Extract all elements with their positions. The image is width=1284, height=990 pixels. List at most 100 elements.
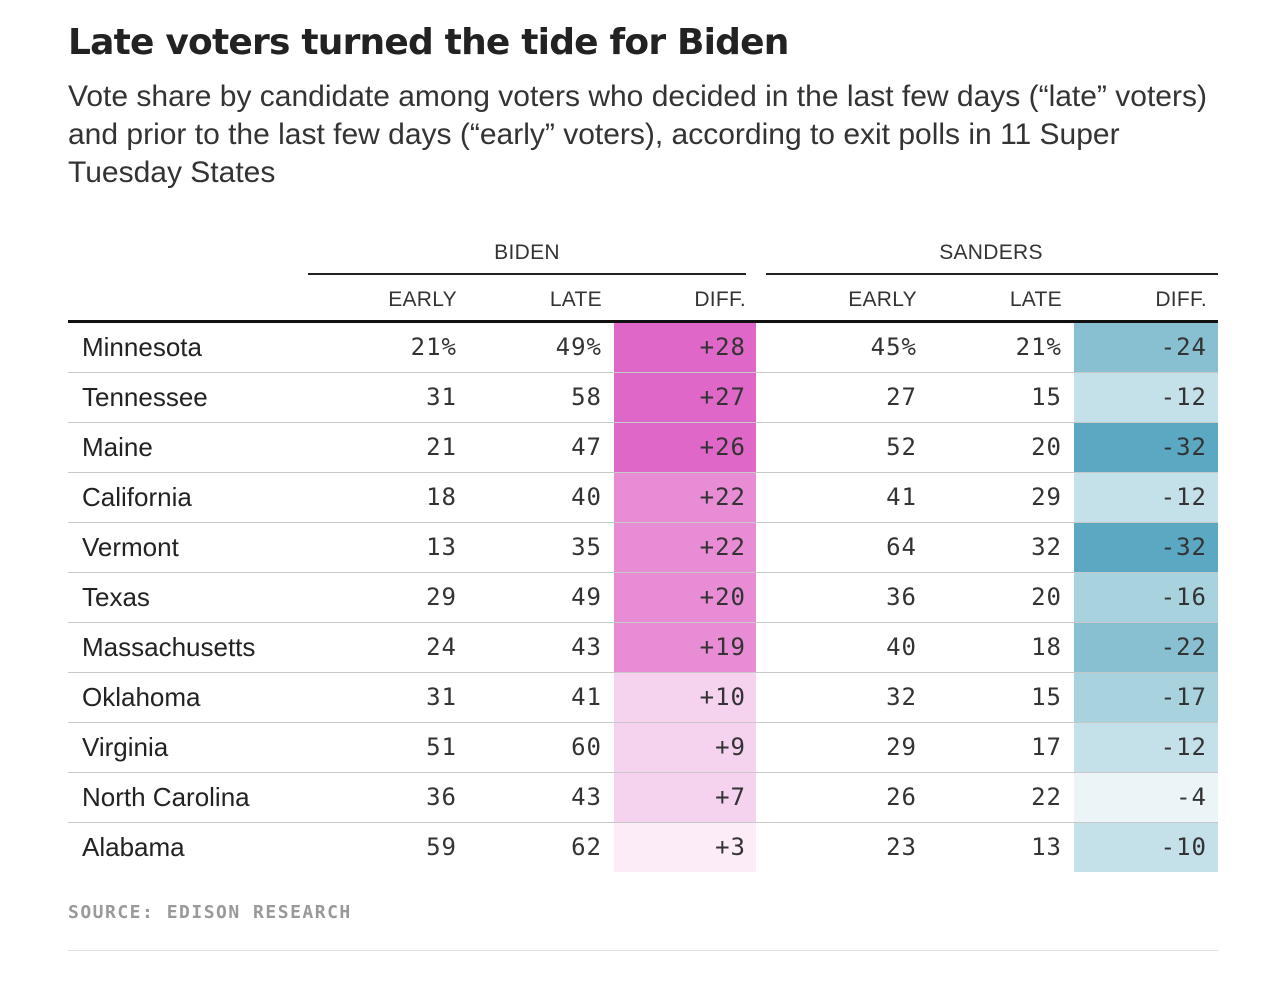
state-name: Maine <box>82 432 153 462</box>
sanders-diff-shade <box>1074 723 1218 772</box>
biden-diff-shade <box>614 373 756 422</box>
sanders-late-value: 17 <box>1031 733 1062 761</box>
biden-diff-value: +10 <box>699 683 746 711</box>
sanders-early-value: 32 <box>886 683 917 711</box>
sanders-early-value: 26 <box>886 783 917 811</box>
biden-late-value: 62 <box>571 833 602 861</box>
sanders-diff-shade <box>1074 773 1218 822</box>
biden-diff-shade <box>614 323 756 372</box>
table-row: Texas 29 49 +20 36 20 -16 <box>68 573 1218 623</box>
biden-early-value: 24 <box>426 633 457 661</box>
chart-subtitle: Vote share by candidate among voters who… <box>68 80 1207 189</box>
state-name: Alabama <box>82 832 185 862</box>
biden-diff-value: +27 <box>699 383 746 411</box>
table-row: Maine 21 47 +26 52 20 -32 <box>68 423 1218 473</box>
biden-early-value: 51 <box>426 733 457 761</box>
sanders-late-value: 15 <box>1031 683 1062 711</box>
biden-late-value: 35 <box>571 533 602 561</box>
table-row: North Carolina 36 43 +7 26 22 -4 <box>68 773 1218 823</box>
table-row: Oklahoma 31 41 +10 32 15 -17 <box>68 673 1218 723</box>
biden-diff-value: +20 <box>699 583 746 611</box>
sanders-early-value: 40 <box>886 633 917 661</box>
state-name: Tennessee <box>82 382 208 412</box>
sanders-early-value: 41 <box>886 483 917 511</box>
chart-title: Late voters turned the tide for Biden <box>68 22 789 63</box>
sanders-late-value: 22 <box>1031 783 1062 811</box>
biden-diff-shade <box>614 823 756 872</box>
biden-late-value: 49% <box>555 333 602 361</box>
sanders-diff-value: -32 <box>1160 533 1207 561</box>
biden-early-value: 31 <box>426 383 457 411</box>
state-name: Massachusetts <box>82 632 256 662</box>
sanders-diff-shade <box>1074 473 1218 522</box>
sanders-diff-value: -10 <box>1160 833 1207 861</box>
biden-diff-value: +7 <box>715 783 746 811</box>
biden-diff-value: +22 <box>699 533 746 561</box>
biden-early-value: 31 <box>426 683 457 711</box>
state-name: Minnesota <box>82 332 202 362</box>
sanders-early-value: 45% <box>870 333 917 361</box>
sanders-diff-value: -32 <box>1160 433 1207 461</box>
biden-diff-shade <box>614 573 756 622</box>
biden-diff-shade <box>614 523 756 572</box>
sanders-early-value: 64 <box>886 533 917 561</box>
sanders-early-value: 36 <box>886 583 917 611</box>
biden-diff-value: +19 <box>699 633 746 661</box>
table-row: Minnesota 21% 49% +28 45% 21% -24 <box>68 323 1218 373</box>
sanders-diff-shade <box>1074 623 1218 672</box>
biden-early-value: 36 <box>426 783 457 811</box>
biden-late-value: 43 <box>571 633 602 661</box>
sanders-early-value: 27 <box>886 383 917 411</box>
column-header: LATE <box>1009 288 1062 311</box>
biden-late-value: 43 <box>571 783 602 811</box>
column-header: EARLY <box>388 288 457 311</box>
sanders-diff-shade <box>1074 423 1218 472</box>
sanders-late-value: 20 <box>1031 433 1062 461</box>
sanders-diff-shade <box>1074 523 1218 572</box>
biden-diff-shade <box>614 423 756 472</box>
biden-late-value: 47 <box>571 433 602 461</box>
group-underline-biden <box>308 273 746 275</box>
biden-diff-value: +22 <box>699 483 746 511</box>
sanders-late-value: 13 <box>1031 833 1062 861</box>
sanders-diff-value: -12 <box>1160 733 1207 761</box>
footer-rule <box>68 950 1218 951</box>
sanders-diff-value: -22 <box>1160 633 1207 661</box>
biden-early-value: 21% <box>410 333 457 361</box>
table-row: Alabama 59 62 +3 23 13 -10 <box>68 823 1218 873</box>
group-header-biden: BIDEN <box>494 241 560 264</box>
biden-diff-shade <box>614 723 756 772</box>
sanders-diff-shade <box>1074 323 1218 372</box>
state-name: North Carolina <box>82 782 250 812</box>
header-rule <box>68 320 1218 323</box>
column-header: DIFF. <box>1155 288 1207 311</box>
sanders-late-value: 18 <box>1031 633 1062 661</box>
group-underline-sanders <box>766 273 1218 275</box>
column-header: LATE <box>549 288 602 311</box>
sanders-diff-shade <box>1074 823 1218 872</box>
sanders-diff-value: -12 <box>1160 383 1207 411</box>
table-row: Massachusetts 24 43 +19 40 18 -22 <box>68 623 1218 673</box>
biden-diff-value: +9 <box>715 733 746 761</box>
sanders-early-value: 52 <box>886 433 917 461</box>
state-name: California <box>82 482 192 512</box>
sanders-diff-value: -4 <box>1176 783 1207 811</box>
biden-diff-value: +26 <box>699 433 746 461</box>
biden-diff-shade <box>614 623 756 672</box>
sanders-late-value: 29 <box>1031 483 1062 511</box>
table-row: Vermont 13 35 +22 64 32 -32 <box>68 523 1218 573</box>
sanders-diff-value: -12 <box>1160 483 1207 511</box>
table-row: Tennessee 31 58 +27 27 15 -12 <box>68 373 1218 423</box>
state-name: Vermont <box>82 532 179 562</box>
state-name: Oklahoma <box>82 682 201 712</box>
table-row: Virginia 51 60 +9 29 17 -12 <box>68 723 1218 773</box>
biden-diff-value: +28 <box>699 333 746 361</box>
biden-early-value: 29 <box>426 583 457 611</box>
state-name: Virginia <box>82 732 169 762</box>
table-row: California 18 40 +22 41 29 -12 <box>68 473 1218 523</box>
sanders-diff-shade <box>1074 573 1218 622</box>
biden-early-value: 59 <box>426 833 457 861</box>
sanders-late-value: 32 <box>1031 533 1062 561</box>
group-header-sanders: SANDERS <box>939 241 1043 264</box>
state-name: Texas <box>82 582 150 612</box>
